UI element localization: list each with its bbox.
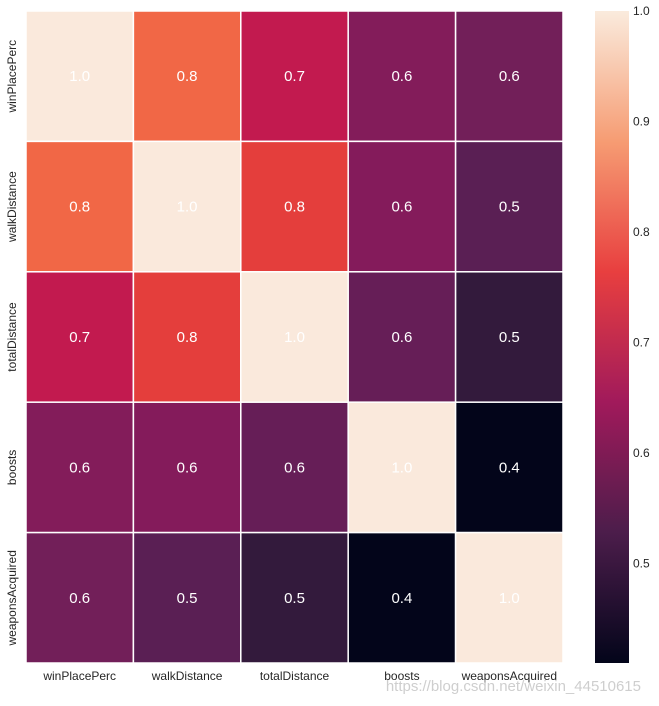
cell-value-label: 0.6 — [499, 68, 520, 85]
cell-value-label: 1.0 — [69, 68, 90, 85]
heatmap-cell — [132, 401, 242, 534]
x-tick-label: weaponsAcquired — [461, 669, 557, 683]
heatmap-cell — [25, 531, 135, 664]
cell-value-label: 0.8 — [177, 68, 198, 85]
y-tick-label: totalDistance — [5, 302, 19, 372]
colorbar-tick-label: 0.9 — [633, 115, 650, 129]
y-tick-label: winPlacePerc — [5, 40, 19, 114]
cell-value-label: 0.6 — [284, 459, 305, 476]
colorbar-tick-label: 1.0 — [633, 4, 650, 18]
cell-value-label: 0.4 — [499, 459, 520, 476]
heatmap-cell — [25, 140, 135, 273]
colorbar-tick-label: 0.8 — [633, 225, 650, 239]
heatmap-cells: 1.0 0.8 0.7 0.6 0.6 0.8 1.0 0.8 0.6 0.5 0.7 0.8 1.0 0… — [25, 10, 564, 664]
cell-value-label: 0.7 — [69, 329, 90, 346]
cell-value-label: 0.5 — [284, 590, 305, 607]
cell-value-label: 0.5 — [499, 329, 520, 346]
cell-value-label: 0.6 — [391, 329, 412, 346]
heatmap-cell — [454, 10, 564, 143]
heatmap-cell — [240, 10, 349, 143]
colorbar — [595, 11, 629, 663]
y-tick-labels: winPlacePerc walkDistance totalDistance boo… — [5, 40, 19, 647]
x-tick-label: boosts — [384, 669, 419, 683]
y-tick-label: weaponsAcquired — [5, 550, 19, 646]
cell-value-label: 0.4 — [391, 590, 412, 607]
colorbar-tick-label: 0.6 — [633, 446, 650, 460]
cell-value-label: 0.7 — [284, 68, 305, 85]
heatmap-cell — [240, 531, 349, 664]
heatmap-cell — [454, 531, 564, 664]
cell-value-label: 0.6 — [391, 199, 412, 216]
heatmap-cell — [240, 271, 349, 403]
heatmap-cell — [240, 401, 349, 534]
colorbar-ticks: 0.5 0.6 0.7 0.8 0.9 1.0 — [633, 4, 650, 571]
cell-value-label: 1.0 — [499, 590, 520, 607]
heatmap-cell — [454, 140, 564, 273]
x-tick-label: walkDistance — [151, 669, 223, 683]
cell-value-label: 0.8 — [69, 199, 90, 216]
cell-value-label: 0.8 — [177, 329, 198, 346]
cell-value-label: 0.6 — [69, 590, 90, 607]
heatmap-cell — [25, 401, 135, 534]
watermark-text: https://blog.csdn.net/weixin_44510615 — [385, 678, 641, 695]
cell-value-label: 0.6 — [391, 68, 412, 85]
cell-value-label: 0.5 — [499, 199, 520, 216]
cell-value-label: 1.0 — [177, 199, 198, 216]
heatmap-cell — [347, 10, 457, 143]
y-tick-label: walkDistance — [5, 171, 19, 243]
heatmap-cell — [240, 140, 349, 273]
cell-value-label: 1.0 — [391, 459, 412, 476]
cell-value-label: 0.8 — [284, 199, 305, 216]
cell-value-label: 0.5 — [177, 590, 198, 607]
heatmap-cell — [454, 401, 564, 534]
x-tick-labels: winPlacePerc walkDistance totalDistance boo… — [42, 669, 557, 683]
heatmap-cell — [132, 10, 242, 143]
colorbar-tick-label: 0.5 — [633, 557, 650, 571]
colorbar-tick-label: 0.7 — [633, 336, 650, 350]
heatmap-cell — [454, 271, 564, 403]
heatmap-cell — [25, 10, 135, 143]
cell-value-label: 0.6 — [177, 459, 198, 476]
y-tick-label: boosts — [5, 450, 19, 485]
heatmap-cell — [347, 401, 457, 534]
heatmap-cell — [347, 271, 457, 403]
cell-value-label: 1.0 — [284, 329, 305, 346]
x-tick-label: winPlacePerc — [42, 669, 116, 683]
cell-value-label: 0.6 — [69, 459, 90, 476]
heatmap-cell — [132, 531, 242, 664]
heatmap-cell — [132, 271, 242, 403]
x-tick-label: totalDistance — [260, 669, 330, 683]
